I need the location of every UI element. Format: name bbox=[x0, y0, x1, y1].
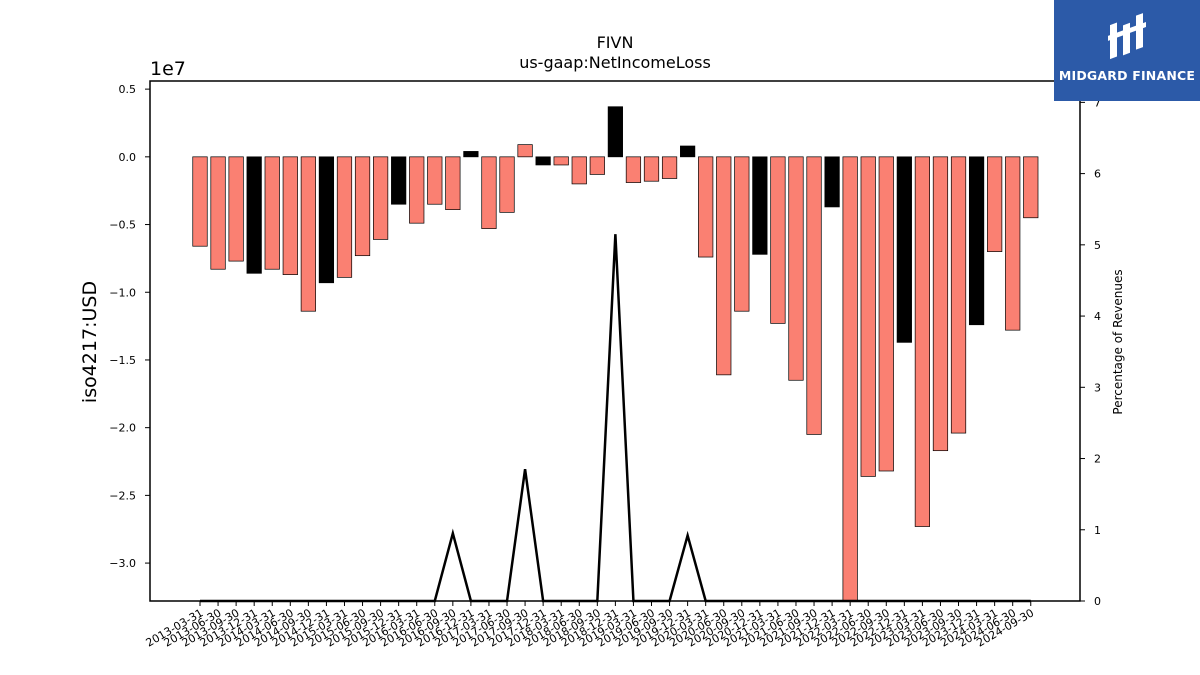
bar-2013-12-31 bbox=[246, 156, 262, 274]
bar-2013-03-31 bbox=[192, 156, 208, 247]
bar-2020-09-30 bbox=[734, 156, 750, 312]
bar-2015-03-31 bbox=[336, 156, 353, 278]
y-tick-label: −0.5 bbox=[109, 219, 136, 232]
bar-2019-06-30 bbox=[643, 156, 660, 182]
y2-tick-label: 2 bbox=[1094, 453, 1101, 466]
bar-2022-03-31 bbox=[842, 156, 858, 602]
bar-2016-03-31 bbox=[409, 156, 425, 224]
bar-2021-03-31 bbox=[770, 156, 786, 324]
bar-2019-03-31 bbox=[625, 156, 642, 183]
bar-2020-12-31 bbox=[752, 156, 768, 255]
bar-2021-09-30 bbox=[806, 156, 822, 435]
bar-2014-12-31 bbox=[318, 156, 335, 284]
bar-2021-12-31 bbox=[824, 156, 840, 208]
bar-2020-03-31 bbox=[698, 156, 714, 258]
plot-frame bbox=[149, 80, 1081, 602]
bar-2018-12-31 bbox=[607, 106, 623, 158]
bar-2019-09-30 bbox=[661, 156, 678, 179]
y2-tick-label: 1 bbox=[1094, 524, 1101, 537]
bar-2018-09-30 bbox=[589, 156, 605, 175]
bar-2023-06-30 bbox=[932, 156, 949, 452]
midgard-finance-logo: MIDGARD FINANCE bbox=[1054, 0, 1200, 101]
y-axis-label: iso4217:USD bbox=[79, 281, 101, 403]
bar-2024-09-30 bbox=[1023, 156, 1039, 219]
y2-tick-label: 0 bbox=[1094, 595, 1101, 608]
chart-title: FIVN bbox=[597, 33, 634, 52]
bar-2017-03-31 bbox=[481, 156, 497, 229]
bar-2016-09-30 bbox=[445, 156, 461, 210]
y-tick-label: −3.0 bbox=[109, 557, 136, 570]
bar-2023-09-30 bbox=[950, 156, 967, 434]
bar-2015-06-30 bbox=[354, 156, 371, 257]
bar-2023-12-31 bbox=[968, 156, 985, 326]
bar-2017-12-31 bbox=[535, 156, 551, 166]
y2-tick-label: 7 bbox=[1094, 96, 1101, 109]
bar-2016-12-31 bbox=[463, 151, 479, 158]
bar-2016-06-30 bbox=[427, 156, 443, 205]
bar-2013-09-30 bbox=[228, 156, 244, 262]
y-axis-offset-label: 1e7 bbox=[150, 58, 186, 80]
y2-axis-label: Percentage of Revenues bbox=[1111, 269, 1125, 414]
y2-tick-label: 6 bbox=[1094, 168, 1101, 181]
bar-2021-06-30 bbox=[788, 156, 804, 381]
bars-group bbox=[192, 106, 1039, 602]
bar-2015-12-31 bbox=[391, 156, 407, 205]
bar-2019-12-31 bbox=[680, 145, 696, 158]
y2-tick-label: 4 bbox=[1094, 310, 1101, 323]
y-tick-label: 0.0 bbox=[119, 151, 137, 164]
chart-subtitle: us-gaap:NetIncomeLoss bbox=[519, 53, 711, 72]
bar-2018-06-30 bbox=[571, 156, 587, 185]
bar-2022-06-30 bbox=[860, 156, 876, 477]
bar-2015-09-30 bbox=[373, 156, 389, 240]
bar-2022-12-31 bbox=[896, 156, 912, 343]
y-tick-label: 0.5 bbox=[119, 83, 137, 96]
y-tick-label: −2.5 bbox=[109, 489, 136, 502]
bar-2014-03-31 bbox=[264, 156, 280, 270]
logo-text: MIDGARD FINANCE bbox=[1058, 68, 1196, 83]
y2-tick-label: 3 bbox=[1094, 381, 1101, 394]
y-tick-label: −1.0 bbox=[109, 286, 136, 299]
bar-2013-06-30 bbox=[210, 156, 226, 270]
bar-2017-06-30 bbox=[499, 156, 515, 213]
y-tick-label: −2.0 bbox=[109, 422, 136, 435]
bar-2018-03-31 bbox=[553, 156, 569, 166]
bar-2024-06-30 bbox=[1005, 156, 1021, 331]
bar-2014-06-30 bbox=[282, 156, 298, 275]
y2-axis: 0 1 2 3 4 5 6 7 bbox=[1080, 96, 1101, 608]
bar-2014-09-30 bbox=[300, 156, 316, 312]
bar-2023-03-31 bbox=[914, 156, 931, 527]
x-axis: 2013-03-312013-06-302013-09-302013-12-31… bbox=[144, 601, 1036, 650]
midgard-logo-icon bbox=[1108, 13, 1146, 60]
y-tick-label: −1.5 bbox=[109, 354, 136, 367]
bar-2020-06-30 bbox=[716, 156, 732, 376]
y2-tick-label: 5 bbox=[1094, 239, 1101, 252]
bar-2022-09-30 bbox=[878, 156, 894, 472]
y-axis: 0.5 0.0 −0.5 −1.0 −1.5 −2.0 −2.5 −3.0 bbox=[109, 83, 150, 570]
bar-2024-03-31 bbox=[987, 156, 1003, 252]
bar-2017-09-30 bbox=[517, 144, 533, 158]
